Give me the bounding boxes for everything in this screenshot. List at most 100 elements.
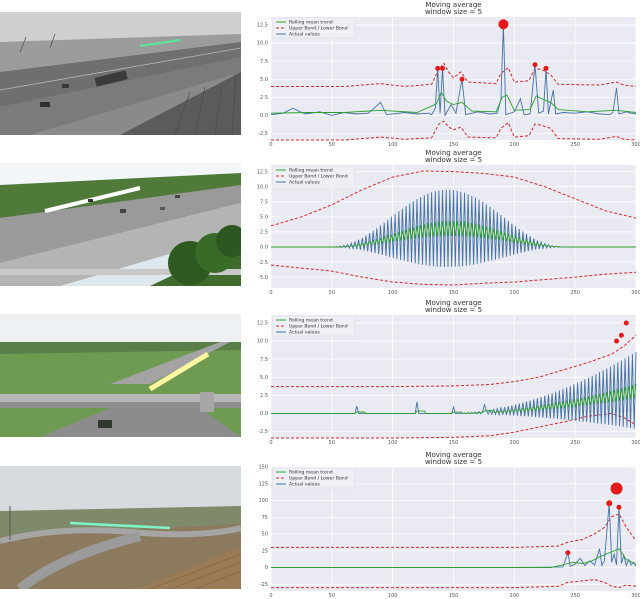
anomaly-marker xyxy=(543,65,549,71)
lower-bound-line xyxy=(270,264,637,286)
upper-bound-line xyxy=(270,170,637,227)
anomaly-marker xyxy=(610,482,623,495)
legend-entry: Upper Bond / Lower Bond xyxy=(289,174,348,180)
x-tick-label: 150 xyxy=(449,142,459,148)
y-tick-label: 5.0 xyxy=(260,77,268,83)
legend-box xyxy=(272,315,356,337)
chart-subtitle: window size = 5 xyxy=(425,306,482,314)
y-tick-label: -2.5 xyxy=(258,260,268,266)
anomaly-marker xyxy=(440,65,446,71)
y-tick-label: 10.0 xyxy=(257,339,268,345)
y-tick-label: 12.5 xyxy=(257,169,268,175)
x-tick-label: 100 xyxy=(388,593,398,599)
rolling-mean-line xyxy=(271,383,637,414)
chart-title: Moving average xyxy=(425,299,481,307)
chart-subtitle: window size = 5 xyxy=(425,458,482,466)
y-tick-label: 12.5 xyxy=(257,23,268,29)
camera-photo-2 xyxy=(0,163,241,286)
y-tick-label: 25 xyxy=(262,548,268,554)
y-tick-label: 50 xyxy=(262,532,268,538)
anomaly-marker xyxy=(623,320,629,326)
legend-box xyxy=(272,165,356,187)
upper-bound-line xyxy=(271,62,637,88)
y-tick-label: 100 xyxy=(258,498,268,504)
anomaly-marker xyxy=(618,332,624,338)
y-tick-label: 12.5 xyxy=(257,321,268,327)
rolling-mean-line xyxy=(271,548,637,568)
x-tick-label: 300 xyxy=(631,440,640,446)
actual-values-line xyxy=(270,24,637,117)
camera-photo-1-image xyxy=(0,12,241,135)
y-tick-label: 0 xyxy=(265,565,268,571)
x-tick-label: 250 xyxy=(570,440,580,446)
chart-title: Moving average xyxy=(425,451,481,459)
lower-bound-line xyxy=(271,579,637,589)
chart-panel-2: Moving average window size = 5 12.5 10.0 7.5… xyxy=(248,149,640,296)
legend-entry: Actual values xyxy=(289,330,320,336)
legend-entry: Actual values xyxy=(289,32,320,38)
lower-bound-line xyxy=(271,120,637,141)
anomaly-marker xyxy=(498,19,509,30)
x-tick-label: 100 xyxy=(388,440,398,446)
legend-entry: Rolling mean trend xyxy=(289,20,333,26)
legend-entry: Rolling mean trend xyxy=(289,470,333,476)
actual-values-line xyxy=(271,503,637,568)
chart-subtitle: window size = 5 xyxy=(425,8,482,16)
x-tick-label: 50 xyxy=(329,142,335,148)
x-tick-label: 0 xyxy=(269,593,272,599)
x-tick-label: 300 xyxy=(631,290,640,296)
camera-photo-1 xyxy=(0,12,241,135)
x-tick-label: 200 xyxy=(510,593,520,599)
x-tick-label: 100 xyxy=(388,290,398,296)
legend-entry: Actual values xyxy=(289,482,320,488)
camera-photo-2-image xyxy=(0,163,241,286)
x-tick-label: 250 xyxy=(570,290,580,296)
y-tick-label: 0.0 xyxy=(260,245,268,251)
chart-panel-4: Moving average window size = 5 150 125 100 75… xyxy=(248,451,640,599)
chart-title: Moving average xyxy=(425,149,481,157)
y-tick-label: 7.5 xyxy=(260,59,268,65)
y-tick-label: -2.5 xyxy=(258,429,268,435)
legend-box xyxy=(272,17,356,39)
anomaly-marker xyxy=(616,504,622,510)
x-tick-label: 50 xyxy=(329,290,335,296)
x-tick-label: 0 xyxy=(269,142,272,148)
y-tick-label: 7.5 xyxy=(260,357,268,363)
camera-photo-3-image xyxy=(0,314,241,437)
legend-entry: Upper Bond / Lower Bond xyxy=(289,476,348,482)
x-tick-label: 0 xyxy=(269,440,272,446)
y-tick-label: 5.0 xyxy=(260,215,268,221)
x-tick-label: 50 xyxy=(329,593,335,599)
chart-title: Moving average xyxy=(425,1,481,9)
anomaly-marker xyxy=(565,550,571,556)
camera-photo-4-image xyxy=(0,466,241,589)
legend-entry: Rolling mean trend xyxy=(289,318,333,324)
x-tick-label: 50 xyxy=(329,440,335,446)
y-tick-label: 0.0 xyxy=(260,113,268,119)
x-tick-label: 150 xyxy=(449,290,459,296)
x-tick-label: 200 xyxy=(510,440,520,446)
legend-entry: Rolling mean trend xyxy=(289,168,333,174)
x-tick-label: 300 xyxy=(631,593,640,599)
y-tick-label: 0.0 xyxy=(260,411,268,417)
x-tick-label: 150 xyxy=(449,593,459,599)
x-tick-label: 150 xyxy=(449,440,459,446)
y-tick-label: 2.5 xyxy=(260,393,268,399)
rolling-mean-line xyxy=(271,220,636,248)
y-tick-label: 125 xyxy=(258,481,268,487)
anomaly-marker xyxy=(435,65,441,71)
upper-bound-line xyxy=(271,334,637,388)
camera-photo-4 xyxy=(0,466,241,589)
y-tick-label: -25 xyxy=(260,582,268,588)
y-tick-label: 10.0 xyxy=(257,41,268,47)
legend-entry: Actual values xyxy=(289,180,320,186)
y-tick-label: 2.5 xyxy=(260,95,268,101)
anomaly-marker xyxy=(459,76,465,82)
x-tick-label: 250 xyxy=(570,142,580,148)
anomaly-marker xyxy=(532,62,538,68)
